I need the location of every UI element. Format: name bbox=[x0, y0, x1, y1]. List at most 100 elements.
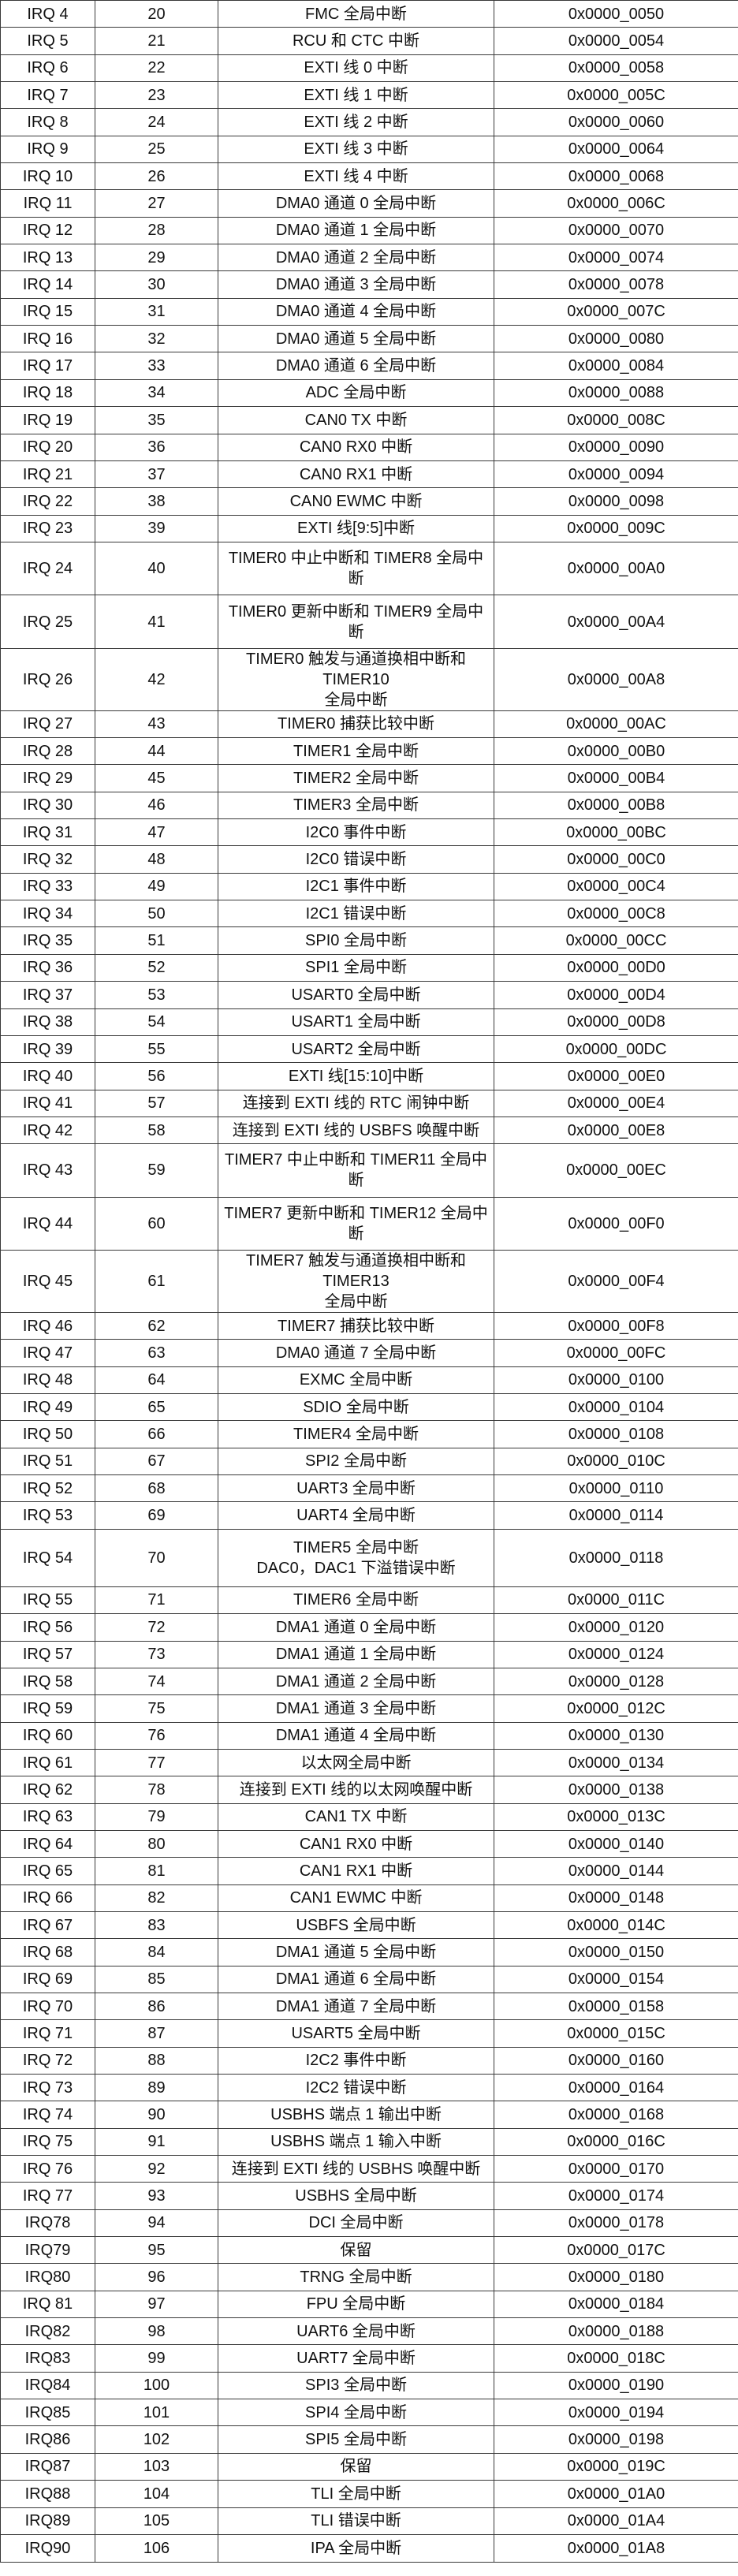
irq-number-cell: IRQ82 bbox=[0, 2317, 95, 2346]
interrupt-description-cell: DMA0 通道 1 全局中断 bbox=[218, 216, 494, 245]
vector-address-cell: 0x0000_00E8 bbox=[494, 1116, 738, 1145]
vector-address-cell: 0x0000_007C bbox=[494, 297, 738, 326]
vector-position-cell: 92 bbox=[95, 2155, 218, 2183]
irq-number-cell: IRQ 27 bbox=[0, 710, 95, 739]
irq-number-cell: IRQ 54 bbox=[0, 1528, 95, 1587]
vector-position-cell: 75 bbox=[95, 1694, 218, 1723]
irq-number-cell: IRQ 6 bbox=[0, 54, 95, 83]
vector-position-cell: 99 bbox=[95, 2344, 218, 2373]
interrupt-description-cell: ADC 全局中断 bbox=[218, 378, 494, 408]
table-row: IRQ 57 73 DMA1 通道 1 全局中断 0x0000_0124 bbox=[0, 1640, 738, 1668]
table-row: IRQ 72 88 I2C2 事件中断 0x0000_0160 bbox=[0, 2046, 738, 2075]
vector-position-cell: 48 bbox=[95, 845, 218, 874]
irq-number-cell: IRQ 57 bbox=[0, 1640, 95, 1668]
table-row: IRQ 28 44 TIMER1 全局中断 0x0000_00B0 bbox=[0, 737, 738, 766]
vector-position-cell: 84 bbox=[95, 1938, 218, 1966]
irq-number-cell: IRQ 12 bbox=[0, 216, 95, 245]
vector-position-cell: 73 bbox=[95, 1640, 218, 1668]
irq-number-cell: IRQ 5 bbox=[0, 27, 95, 55]
irq-number-cell: IRQ 4 bbox=[0, 0, 95, 28]
table-row: IRQ 23 39 EXTI 线[9:5]中断 0x0000_009C bbox=[0, 514, 738, 542]
irq-number-cell: IRQ 55 bbox=[0, 1586, 95, 1615]
irq-number-cell: IRQ 15 bbox=[0, 297, 95, 326]
table-row: IRQ 62 78 连接到 EXTI 线的以太网唤醒中断 0x0000_0138 bbox=[0, 1776, 738, 1804]
vector-address-cell: 0x0000_0098 bbox=[494, 487, 738, 516]
vector-position-cell: 80 bbox=[95, 1829, 218, 1858]
vector-position-cell: 54 bbox=[95, 1008, 218, 1036]
vector-position-cell: 23 bbox=[95, 81, 218, 110]
vector-address-cell: 0x0000_00AC bbox=[494, 710, 738, 739]
vector-address-cell: 0x0000_0144 bbox=[494, 1857, 738, 1885]
vector-position-cell: 64 bbox=[95, 1366, 218, 1395]
vector-address-cell: 0x0000_00C4 bbox=[494, 872, 738, 901]
vector-address-cell: 0x0000_0158 bbox=[494, 1992, 738, 2021]
irq-number-cell: IRQ90 bbox=[0, 2533, 95, 2563]
table-row: IRQ90 106 IPA 全局中断 0x0000_01A8 bbox=[0, 2533, 738, 2563]
vector-address-cell: 0x0000_01A4 bbox=[494, 2507, 738, 2535]
interrupt-description-cell: EXTI 线 1 中断 bbox=[218, 81, 494, 110]
vector-position-cell: 56 bbox=[95, 1062, 218, 1090]
irq-number-cell: IRQ 36 bbox=[0, 953, 95, 982]
interrupt-description-cell: I2C1 事件中断 bbox=[218, 872, 494, 901]
table-row: IRQ82 98 UART6 全局中断 0x0000_0188 bbox=[0, 2317, 738, 2346]
interrupt-description-cell: DMA1 通道 7 全局中断 bbox=[218, 1992, 494, 2021]
vector-position-cell: 55 bbox=[95, 1035, 218, 1064]
vector-position-cell: 31 bbox=[95, 297, 218, 326]
table-row: IRQ 17 33 DMA0 通道 6 全局中断 0x0000_0084 bbox=[0, 352, 738, 380]
interrupt-description-cell: TIMER5 全局中断 DAC0，DAC1 下溢错误中断 bbox=[218, 1528, 494, 1587]
vector-position-cell: 94 bbox=[95, 2209, 218, 2238]
table-row: IRQ 73 89 I2C2 错误中断 0x0000_0164 bbox=[0, 2073, 738, 2102]
irq-number-cell: IRQ 74 bbox=[0, 2101, 95, 2129]
irq-number-cell: IRQ 34 bbox=[0, 900, 95, 928]
table-row: IRQ 51 67 SPI2 全局中断 0x0000_010C bbox=[0, 1447, 738, 1476]
vector-position-cell: 95 bbox=[95, 2236, 218, 2265]
interrupt-description-cell: TIMER1 全局中断 bbox=[218, 737, 494, 766]
vector-address-cell: 0x0000_018C bbox=[494, 2344, 738, 2373]
table-row: IRQ 4 20 FMC 全局中断 0x0000_0050 bbox=[0, 0, 738, 28]
irq-number-cell: IRQ 47 bbox=[0, 1339, 95, 1367]
vector-address-cell: 0x0000_0100 bbox=[494, 1366, 738, 1395]
interrupt-description-cell: DMA0 通道 0 全局中断 bbox=[218, 189, 494, 218]
table-row: IRQ 75 91 USBHS 端点 1 输入中断 0x0000_016C bbox=[0, 2127, 738, 2157]
interrupt-description-cell: DMA1 通道 6 全局中断 bbox=[218, 1965, 494, 1993]
irq-number-cell: IRQ 28 bbox=[0, 737, 95, 766]
table-row: IRQ 15 31 DMA0 通道 4 全局中断 0x0000_007C bbox=[0, 297, 738, 326]
irq-number-cell: IRQ 71 bbox=[0, 2019, 95, 2048]
table-row: IRQ88 104 TLI 全局中断 0x0000_01A0 bbox=[0, 2480, 738, 2508]
interrupt-description-cell: SPI5 全局中断 bbox=[218, 2425, 494, 2454]
table-row: IRQ 61 77 以太网全局中断 0x0000_0134 bbox=[0, 1748, 738, 1777]
vector-address-cell: 0x0000_00A4 bbox=[494, 595, 738, 649]
irq-number-cell: IRQ 31 bbox=[0, 818, 95, 847]
vector-address-cell: 0x0000_00E4 bbox=[494, 1089, 738, 1117]
vector-position-cell: 30 bbox=[95, 270, 218, 299]
irq-number-cell: IRQ 30 bbox=[0, 791, 95, 820]
vector-address-cell: 0x0000_00D0 bbox=[494, 953, 738, 982]
vector-address-cell: 0x0000_00C8 bbox=[494, 900, 738, 928]
table-row: IRQ 44 60 TIMER7 更新中断和 TIMER12 全局中断 0x0000_… bbox=[0, 1196, 738, 1251]
vector-address-cell: 0x0000_00FC bbox=[494, 1339, 738, 1367]
table-row: IRQ 41 57 连接到 EXTI 线的 RTC 闹钟中断 0x0000_00E4 bbox=[0, 1089, 738, 1117]
irq-number-cell: IRQ 26 bbox=[0, 647, 95, 711]
table-row: IRQ 45 61 TIMER7 触发与通道换相中断和 TIMER13 全局中断 0x… bbox=[0, 1250, 738, 1314]
table-row: IRQ 70 86 DMA1 通道 7 全局中断 0x0000_0158 bbox=[0, 1992, 738, 2021]
irq-number-cell: IRQ 46 bbox=[0, 1312, 95, 1340]
table-row: IRQ 33 49 I2C1 事件中断 0x0000_00C4 bbox=[0, 872, 738, 901]
vector-address-cell: 0x0000_0064 bbox=[494, 135, 738, 164]
table-row: IRQ80 96 TRNG 全局中断 0x0000_0180 bbox=[0, 2263, 738, 2291]
interrupt-description-cell: I2C0 错误中断 bbox=[218, 845, 494, 874]
irq-number-cell: IRQ86 bbox=[0, 2425, 95, 2454]
irq-number-cell: IRQ 25 bbox=[0, 595, 95, 649]
vector-address-cell: 0x0000_0088 bbox=[494, 378, 738, 408]
vector-address-cell: 0x0000_00E0 bbox=[494, 1062, 738, 1090]
vector-address-cell: 0x0000_01A8 bbox=[494, 2533, 738, 2563]
irq-number-cell: IRQ80 bbox=[0, 2263, 95, 2291]
irq-number-cell: IRQ 19 bbox=[0, 406, 95, 434]
vector-address-cell: 0x0000_0078 bbox=[494, 270, 738, 299]
vector-position-cell: 34 bbox=[95, 378, 218, 408]
vector-position-cell: 104 bbox=[95, 2480, 218, 2508]
interrupt-description-cell: 保留 bbox=[218, 2236, 494, 2265]
table-row: IRQ 53 69 UART4 全局中断 0x0000_0114 bbox=[0, 1501, 738, 1530]
table-row: IRQ 7 23 EXTI 线 1 中断 0x0000_005C bbox=[0, 81, 738, 110]
interrupt-description-cell: EXTI 线 4 中断 bbox=[218, 162, 494, 191]
vector-address-cell: 0x0000_0090 bbox=[494, 433, 738, 461]
